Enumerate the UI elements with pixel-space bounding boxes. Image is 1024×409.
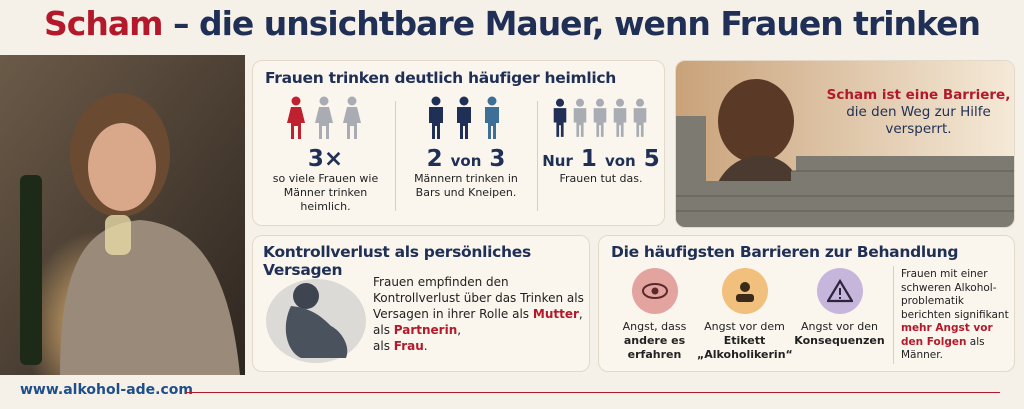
title: Scham – die unsichtbare Mauer, wenn Frau… bbox=[0, 4, 1024, 43]
barrier-lead: Angst, dass bbox=[622, 320, 687, 333]
stat-text: so viele Frauen wie Männer trinken heiml… bbox=[272, 172, 379, 213]
separator bbox=[395, 101, 396, 211]
badge-icon bbox=[721, 268, 768, 314]
person-badge bbox=[735, 282, 754, 302]
women-icons bbox=[286, 96, 361, 139]
quote: Scham ist eine Barriere, die den Weg zur… bbox=[826, 87, 1011, 138]
stat-part: von bbox=[604, 152, 636, 170]
stat-3: Nur 1 von 5 Frauen tut das. bbox=[541, 96, 661, 186]
quote-highlight: Scham ist eine Barriere, bbox=[826, 87, 1011, 103]
stat-text: Männern trinken in Bars und Kneipen. bbox=[414, 172, 518, 199]
quote-text: die den Weg zur Hilfe versperrt. bbox=[846, 104, 991, 137]
text: , als bbox=[373, 307, 583, 337]
barrier-item: Angst vor den Konsequenzen bbox=[792, 268, 887, 348]
warning bbox=[826, 279, 853, 303]
stat-1: 3× so viele Frauen wie Männer trinken he… bbox=[263, 96, 388, 214]
wall-illustration bbox=[676, 61, 1014, 227]
text: als Männer. bbox=[901, 335, 985, 362]
highlight: Mutter bbox=[532, 307, 579, 321]
footer-line bbox=[185, 392, 1000, 393]
stat-number: 3× bbox=[307, 146, 344, 172]
barrier-note: Frauen mit einer schweren Alkohol-proble… bbox=[901, 268, 1009, 363]
eye bbox=[641, 283, 668, 299]
panel-title: Frauen trinken deutlich häufiger heimlic… bbox=[265, 69, 617, 87]
stat-part: 3 bbox=[489, 146, 506, 172]
stat-part: Nur bbox=[542, 152, 573, 170]
barrier-highlight: Etikett „Alkoholikerin“ bbox=[697, 334, 793, 361]
stat-part: 2 bbox=[426, 146, 443, 172]
failure-panel: Kontrollverlust als persönliches Versage… bbox=[252, 235, 590, 372]
men-icons bbox=[429, 96, 499, 139]
warning-icon bbox=[816, 268, 863, 314]
stat-number: Nur 1 von 5 bbox=[541, 146, 661, 172]
failure-text: Frauen empfinden den Kontrollverlust übe… bbox=[373, 274, 585, 354]
barrier-highlight: Konsequenzen bbox=[794, 334, 885, 347]
panel-title: Die häufigsten Barrieren zur Behandlung bbox=[611, 243, 959, 261]
footer-url[interactable]: www.alkohol-ade.com bbox=[20, 382, 194, 398]
stat-part: 1 bbox=[580, 146, 597, 172]
secrecy-panel: Frauen trinken deutlich häufiger heimlic… bbox=[252, 60, 665, 226]
text: als bbox=[373, 339, 394, 353]
eye-icon bbox=[631, 268, 678, 314]
stat-text: Frauen tut das. bbox=[559, 172, 643, 185]
title-text: – die unsichtbare Mauer, wenn Frauen tri… bbox=[172, 4, 981, 43]
barrier-lead: Angst vor den bbox=[801, 320, 878, 333]
separator bbox=[893, 266, 894, 364]
barriers-panel: Die häufigsten Barrieren zur Behandlung … bbox=[598, 235, 1015, 372]
highlight: mehr Angst vor den Folgen bbox=[901, 322, 993, 348]
text: , bbox=[457, 323, 462, 337]
barrier-item: Angst, dass andere es erfahren bbox=[607, 268, 702, 362]
highlight: Partnerin bbox=[393, 323, 458, 337]
text: . bbox=[423, 339, 428, 353]
stat-number: 2 von 3 bbox=[401, 146, 531, 172]
barrier-panel: Scham ist eine Barriere, die den Weg zur… bbox=[675, 60, 1015, 228]
stat-part: von bbox=[450, 152, 482, 170]
text: Frauen mit einer schweren Alkohol-proble… bbox=[901, 268, 1009, 321]
text: Frauen empfinden den Kontrollverlust übe… bbox=[373, 275, 584, 321]
barrier-item: Angst vor dem Etikett „Alkoholikerin“ bbox=[697, 268, 793, 362]
title-highlight: Scham bbox=[44, 4, 163, 43]
stat-2: 2 von 3 Männern trinken in Bars und Knei… bbox=[401, 96, 531, 200]
highlight: Frau bbox=[393, 339, 424, 353]
sad-woman-illustration bbox=[266, 279, 366, 363]
separator bbox=[537, 101, 538, 211]
stat-part: 5 bbox=[643, 146, 660, 172]
women-icons bbox=[553, 98, 647, 137]
barrier-lead: Angst vor dem bbox=[704, 320, 785, 333]
barrier-highlight: andere es erfahren bbox=[623, 334, 686, 361]
photo-woman bbox=[0, 55, 245, 375]
panel-title: Kontrollverlust als persönliches Versage… bbox=[263, 243, 531, 279]
